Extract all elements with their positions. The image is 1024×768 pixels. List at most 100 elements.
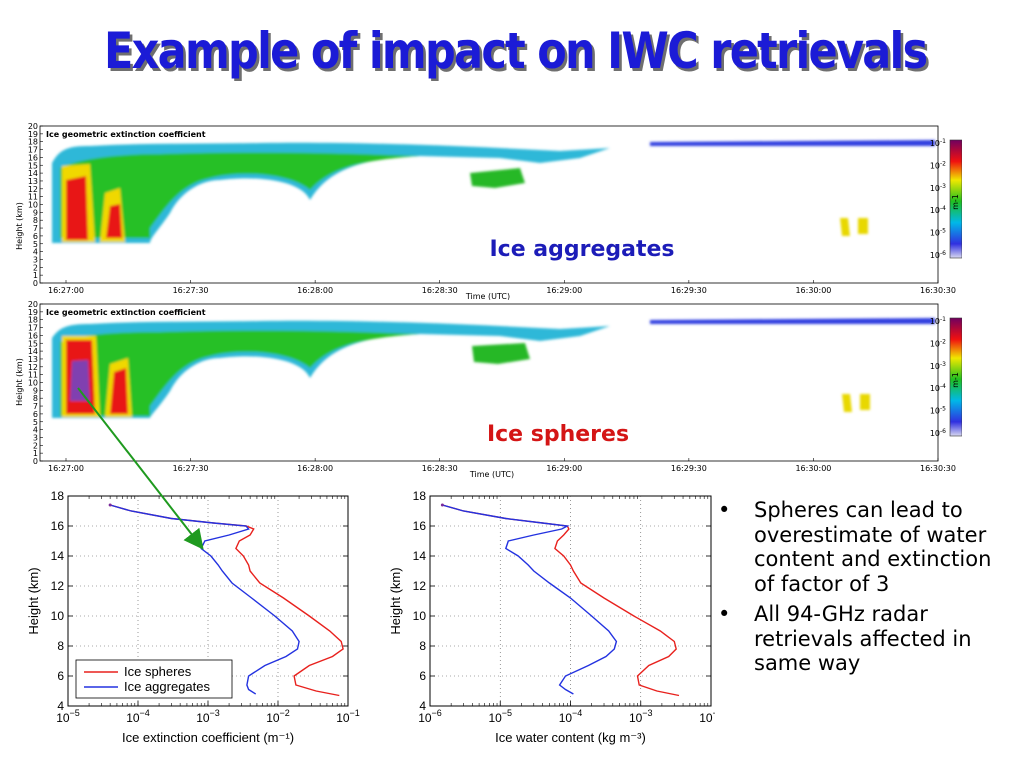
y-tick-label: 18 [28,138,38,147]
echo-field [52,140,935,283]
y-tick-label: 2 [33,263,38,272]
profile-iwc: 10−6 10−5 10−4 10−3 10−2 4 6 8 10 12 14 16 18 Ice wat… [388,489,715,745]
x-ticks: 16:27:00 16:27:30 16:28:00 16:28:30 16:29:00… [48,280,956,295]
y-tick-label: 6 [33,410,38,419]
x-tick-label: 10−2 [266,708,290,725]
y-tick-label: 18 [51,489,65,503]
y-tick-label: 4 [419,699,426,713]
y-tick-label: 4 [57,699,64,713]
colorbar-tick-label: 10-2 [930,160,946,170]
x-tick-label: 16:27:30 [173,464,209,473]
colorbar-tick-label: 10-5 [930,228,946,238]
legend-label: Ice aggregates [124,679,211,694]
x-tick-label: 10−5 [56,708,80,725]
y-tick-label: 5 [33,418,38,427]
y-tick-label: 14 [28,347,38,356]
y-tick-label: 4 [33,426,38,435]
y-tick-label: 11 [28,371,38,380]
y-tick-label: 12 [51,579,65,593]
colorbar [949,139,962,259]
y-tick-label: 16 [51,519,65,533]
top-point-marker [108,503,112,507]
x-tick-label: 10−6 [418,708,442,725]
x-tick-label: 16:28:00 [297,286,333,295]
y-tick-label: 19 [28,130,38,139]
y-tick-label: 3 [33,255,38,264]
x-tick-label: 10−3 [629,708,653,725]
x-tick-label: 16:29:30 [671,286,707,295]
colorbar-unit: m-1 [951,372,960,388]
y-tick-label: 11 [28,193,38,202]
y-tick-label: 4 [33,248,38,257]
series-line-ice-aggregates [109,504,300,695]
y-tick-label: 15 [28,339,38,348]
colorbar-tick-label: 10-1 [930,138,946,148]
y-tick-label: 6 [419,669,426,683]
bullet-list: • Spheres can lead to overestimate of wat… [716,498,1016,682]
y-tick-label: 13 [28,355,38,364]
x-tick-label: 16:28:30 [422,464,458,473]
y-tick-label: 17 [28,146,38,155]
y-tick-label: 0 [33,457,38,466]
x-tick-label: 16:27:00 [48,286,84,295]
y-tick-label: 17 [28,324,38,333]
colorbar-tick-label: 10-4 [930,205,946,215]
y-tick-label: 8 [33,216,38,225]
y-tick-label: 16 [413,519,427,533]
colorbar-tick-label: 10-6 [930,428,946,438]
x-tick-label: 16:29:30 [671,464,707,473]
colorbar-tick-label: 10-6 [930,250,946,260]
y-tick-label: 14 [28,169,38,178]
y-tick-label: 20 [28,300,38,309]
x-tick-label: 16:30:00 [795,286,831,295]
plot-title: Ice geometric extinction coefficient [46,130,206,139]
legend-label: Ice spheres [124,664,192,679]
y-tick-label: 10 [51,609,65,623]
colorbar-unit: m-1 [951,194,960,210]
y-tick-label: 8 [33,394,38,403]
y-tick-label: 8 [419,639,426,653]
y-tick-label: 6 [33,232,38,241]
overlay-label: Ice aggregates [489,237,674,262]
legend-box [75,659,233,699]
y-tick-label: 0 [33,279,38,288]
colorbar-ticks: 10-1 10-2 10-3 10-4 10-5 10-6 [930,316,946,438]
x-tick-label: 10−3 [196,708,220,725]
y-tick-label: 9 [33,208,38,217]
y-tick-label: 5 [33,240,38,249]
y-tick-label: 14 [413,549,427,563]
bullet-item: • Spheres can lead to overestimate of wat… [718,498,992,596]
y-tick-label: 9 [33,386,38,395]
y-tick-label: 10 [413,609,427,623]
y-tick-label: 2 [33,441,38,450]
y-tick-label: 16 [28,153,38,162]
plot-title: Ice geometric extinction coefficient [46,308,206,317]
colorbar-tick-label: 10-1 [930,316,946,326]
y-tick-label: 8 [57,639,64,653]
x-tick-label: 10−2 [699,708,715,725]
colorbar-tick-label: 10-2 [930,338,946,348]
y-tick-label: 12 [28,363,38,372]
y-tick-label: 1 [33,449,38,458]
y-tick-label: 19 [28,308,38,317]
y-tick-label: 10 [28,201,38,210]
slide-title: Example of impact on IWC retrievals [103,22,928,80]
y-axis-label: Height (km) [15,202,24,250]
y-axis-label: Height (km) [388,567,403,634]
y-tick-label: 14 [51,549,65,563]
overlay-label: Ice spheres [487,422,629,447]
y-tick-label: 12 [413,579,427,593]
x-tick-label: 10−4 [559,708,583,725]
colorbar-tick-label: 10-5 [930,406,946,416]
y-tick-label: 6 [57,669,64,683]
x-axis-label: Time (UTC) [469,470,514,479]
x-axis-label: Time (UTC) [465,292,510,300]
x-tick-label: 16:28:30 [422,286,458,295]
x-tick-label: 16:29:00 [546,286,582,295]
top-point-marker [440,503,444,507]
colorbar [949,317,962,437]
colorbar-ticks: 10-1 10-2 10-3 10-4 10-5 10-6 [930,138,946,260]
